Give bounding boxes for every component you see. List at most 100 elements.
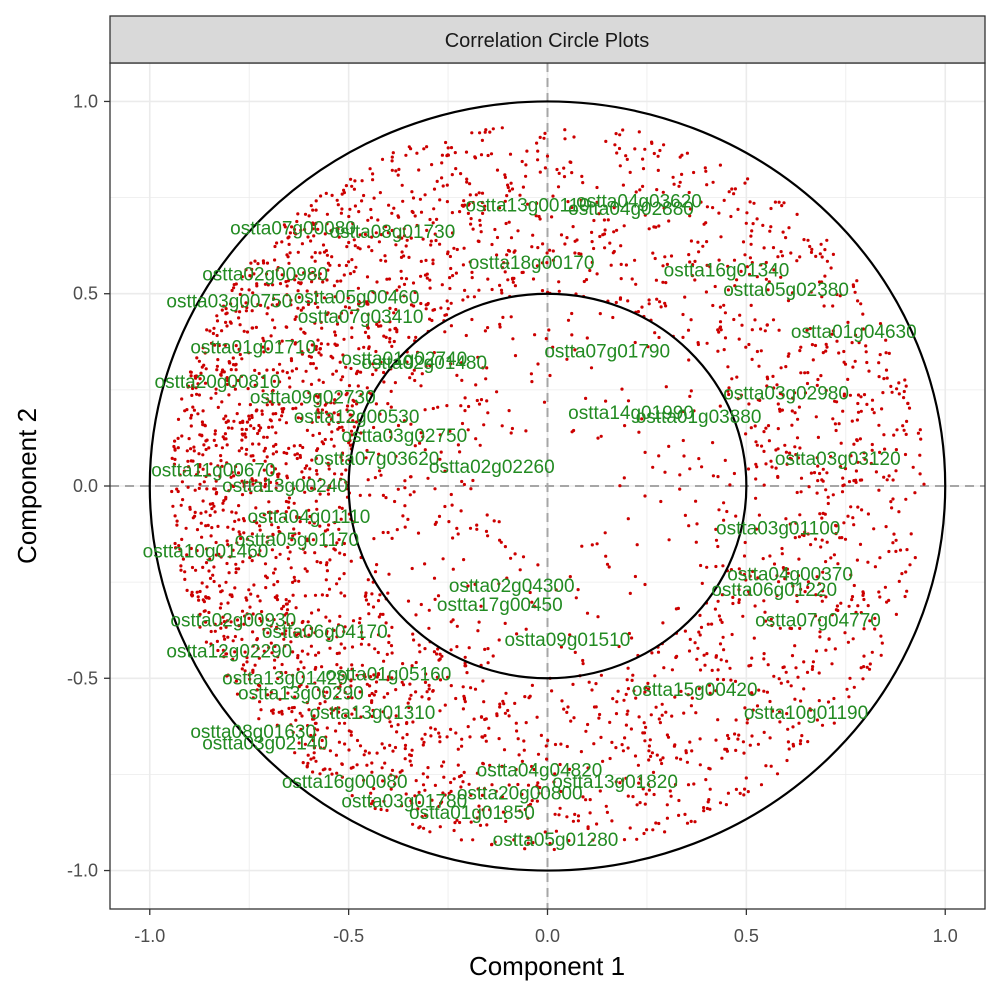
data-point <box>440 764 444 768</box>
data-point <box>859 611 863 615</box>
data-point <box>196 595 200 599</box>
data-point <box>297 632 301 636</box>
data-point <box>230 426 234 430</box>
data-point <box>514 767 518 772</box>
data-point <box>621 749 626 753</box>
data-point <box>388 306 392 310</box>
data-point <box>666 735 671 739</box>
data-point <box>832 696 836 701</box>
data-point <box>340 762 344 766</box>
data-point <box>282 223 286 227</box>
data-point <box>507 783 511 787</box>
data-point <box>612 206 616 210</box>
data-point <box>263 446 267 450</box>
data-point <box>738 313 742 317</box>
data-point <box>650 141 654 145</box>
data-point <box>841 484 845 488</box>
data-point <box>365 448 369 453</box>
data-point <box>281 604 286 609</box>
data-point <box>289 359 294 363</box>
data-point <box>595 272 599 276</box>
data-point <box>476 787 480 791</box>
data-point <box>261 345 265 349</box>
data-point <box>775 574 779 578</box>
data-point <box>362 778 366 782</box>
data-point <box>877 361 881 365</box>
data-point <box>211 573 215 577</box>
data-point <box>714 689 718 693</box>
data-point <box>851 516 855 520</box>
data-point <box>535 264 540 268</box>
data-point <box>378 593 382 597</box>
data-point <box>855 279 859 283</box>
data-point <box>448 276 452 280</box>
data-point <box>833 422 838 426</box>
data-point <box>226 673 230 677</box>
data-point <box>708 691 712 695</box>
data-point <box>634 190 638 194</box>
data-point <box>463 655 467 659</box>
data-point <box>258 616 262 621</box>
data-point <box>292 231 297 235</box>
data-point <box>870 442 874 447</box>
data-point <box>229 475 233 479</box>
data-point <box>396 214 400 218</box>
data-point <box>579 252 583 256</box>
data-point <box>340 425 344 429</box>
data-point <box>739 393 744 397</box>
data-point <box>406 701 410 705</box>
data-point <box>722 501 726 505</box>
data-point <box>272 297 276 301</box>
data-point <box>743 253 747 257</box>
data-point <box>373 476 377 480</box>
data-point <box>523 847 527 851</box>
data-point <box>259 619 263 623</box>
data-point <box>750 691 754 695</box>
data-point <box>723 458 727 462</box>
data-point <box>345 404 350 408</box>
data-point <box>176 436 180 440</box>
data-point <box>220 329 224 333</box>
variable-label: ostta07g03620 <box>314 449 440 470</box>
data-point <box>718 163 723 167</box>
data-point <box>416 531 421 535</box>
data-point <box>212 565 216 569</box>
data-point <box>607 565 611 569</box>
data-point <box>198 465 202 469</box>
data-point <box>300 352 304 356</box>
data-point <box>803 391 808 395</box>
data-point <box>412 490 416 494</box>
data-point <box>381 779 385 783</box>
data-point <box>481 735 485 739</box>
data-point <box>200 420 204 424</box>
data-point <box>717 508 721 512</box>
data-point <box>293 341 298 345</box>
data-point <box>194 376 198 380</box>
data-point <box>421 772 425 776</box>
data-point <box>418 650 422 654</box>
data-point <box>231 363 236 367</box>
data-point <box>257 553 261 557</box>
data-point <box>258 528 262 532</box>
data-point <box>520 159 524 164</box>
data-point <box>640 417 644 421</box>
data-point <box>507 714 511 718</box>
data-point <box>197 359 201 363</box>
data-point <box>308 514 312 519</box>
y-tick-label: -1.0 <box>67 861 98 881</box>
data-point <box>446 307 450 311</box>
data-point <box>205 547 209 551</box>
data-point <box>667 219 671 223</box>
data-point <box>882 475 886 479</box>
data-point <box>429 243 433 247</box>
data-point <box>370 714 374 719</box>
data-point <box>333 333 338 337</box>
data-point <box>190 590 194 594</box>
data-point <box>665 803 669 807</box>
data-point <box>819 545 823 549</box>
data-point <box>443 313 447 317</box>
correlation-circle <box>148 100 947 872</box>
data-point <box>771 374 775 378</box>
data-point <box>737 588 741 592</box>
data-point <box>197 452 201 456</box>
